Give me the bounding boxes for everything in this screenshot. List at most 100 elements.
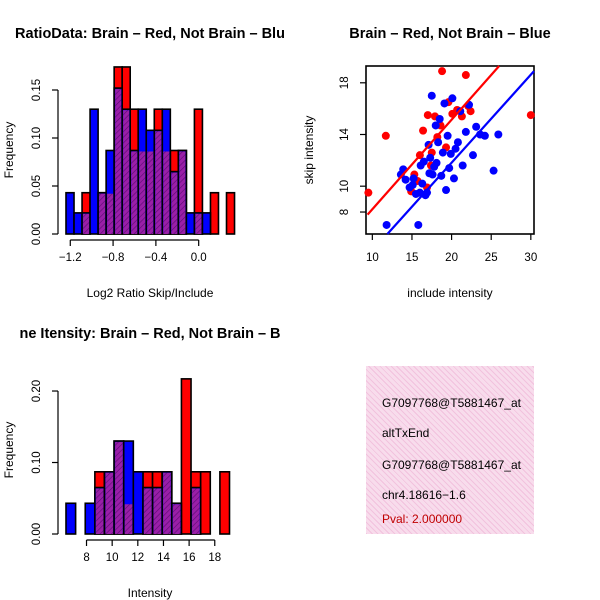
- ratio-histogram-title: RatioData: Brain – Red, Not Brain – Blu: [15, 26, 285, 42]
- brain-bar: [225, 191, 236, 235]
- intensity-histogram-bars: [65, 378, 231, 535]
- not-brain-bar: [89, 108, 99, 235]
- info-probe-id: G7097768@T5881467_at: [382, 396, 521, 410]
- x-tick-label: 10: [366, 252, 379, 264]
- scatter-ylabel: skip intensity: [302, 116, 316, 185]
- brain-point: [438, 67, 447, 76]
- brain-fit-line: [366, 65, 500, 216]
- overlap-bar: [163, 151, 170, 234]
- overlap-bar: [143, 488, 152, 534]
- info-event-type: altTxEnd: [382, 426, 430, 440]
- y-tick-label: 0.00: [31, 223, 43, 245]
- info-probe-id-2: G7097768@T5881467_at: [382, 458, 521, 472]
- x-tick-label: 25: [485, 252, 498, 264]
- not-brain-point: [468, 151, 477, 160]
- brain-point: [466, 107, 475, 116]
- intensity-histogram-xlabel: Intensity: [128, 586, 173, 600]
- overlap-bar: [172, 504, 181, 534]
- overlap-bar: [83, 213, 90, 234]
- x-tick-label: 20: [445, 252, 458, 264]
- x-tick-label: 15: [406, 252, 419, 264]
- overlap-bar: [105, 472, 114, 534]
- scatter-axes: 10 15 20 25 30 8 10 14 18: [339, 76, 537, 264]
- overlap-bar: [123, 110, 130, 234]
- y-tick-label: 0.10: [31, 127, 43, 149]
- not-brain-point: [409, 174, 418, 183]
- brain-point: [423, 111, 432, 120]
- overlap-bar: [131, 151, 138, 234]
- overlap-bar: [95, 488, 104, 534]
- overlap-bar: [179, 151, 186, 234]
- intensity-histogram-panel: ne Itensity: Brain – Red, Not Brain – B …: [2, 326, 281, 600]
- not-brain-point: [432, 158, 441, 167]
- x-tick-label: 14: [157, 552, 170, 564]
- not-brain-point: [435, 114, 444, 123]
- not-brain-point: [438, 148, 447, 157]
- not-brain-point: [489, 166, 498, 175]
- brain-point: [526, 111, 535, 120]
- info-box: G7097768@T5881467_at altTxEnd G7097768@T…: [366, 366, 534, 534]
- x-tick-label: 18: [208, 552, 221, 564]
- x-tick-label: 10: [106, 552, 119, 564]
- not-brain-point: [443, 131, 452, 140]
- not-brain-point: [382, 220, 391, 229]
- overlap-bar: [195, 213, 202, 234]
- overlap-bar: [99, 193, 106, 234]
- x-tick-label: −0.4: [145, 252, 168, 264]
- not-brain-point: [453, 138, 462, 147]
- y-tick-label: 0.15: [31, 79, 43, 101]
- not-brain-point: [408, 180, 417, 189]
- not-brain-point: [451, 144, 460, 153]
- ratio-histogram-panel: RatioData: Brain – Red, Not Brain – Blu …: [2, 26, 285, 300]
- scatter-xlabel: include intensity: [407, 286, 492, 300]
- brain-bar: [219, 471, 231, 535]
- not-brain-bar: [132, 471, 144, 535]
- not-brain-point: [425, 169, 434, 178]
- intensity-histogram-title: ne Itensity: Brain – Red, Not Brain – B: [19, 326, 280, 342]
- brain-point: [364, 188, 373, 197]
- ratio-histogram-xlabel: Log2 Ratio Skip/Include: [87, 286, 214, 300]
- y-tick-label: 0.05: [31, 175, 43, 197]
- brain-bar: [180, 378, 192, 535]
- y-tick-label: 0.20: [31, 380, 43, 402]
- y-tick-label: 0.00: [31, 523, 43, 545]
- scatter-title: Brain – Red, Not Brain – Blue: [349, 26, 550, 42]
- x-tick-label: 12: [131, 552, 144, 564]
- overlap-bar: [107, 193, 114, 234]
- brain-point: [419, 126, 428, 135]
- not-brain-bar: [185, 212, 196, 235]
- not-brain-point: [401, 175, 410, 184]
- not-brain-point: [431, 121, 440, 130]
- info-location: chr4.18616−1.6: [382, 488, 466, 502]
- x-tick-label: 30: [524, 252, 537, 264]
- y-tick-label: 8: [339, 209, 351, 215]
- not-brain-point: [480, 131, 489, 140]
- x-tick-label: 16: [183, 552, 196, 564]
- not-brain-point: [434, 138, 443, 147]
- not-brain-point: [494, 130, 503, 139]
- not-brain-bar: [201, 212, 212, 235]
- y-tick-label: 18: [339, 76, 351, 89]
- brain-point: [461, 71, 470, 80]
- not-brain-point: [414, 220, 423, 229]
- not-brain-point: [418, 179, 427, 188]
- info-pval: Pval: 2.000000: [382, 512, 463, 526]
- overlap-bar: [155, 131, 162, 234]
- not-brain-bar: [65, 502, 77, 535]
- scatter-points: [364, 65, 535, 235]
- overlap-bar: [115, 442, 123, 534]
- ratio-histogram-bars: [65, 66, 236, 235]
- brain-bar: [199, 471, 212, 535]
- brain-bar: [209, 191, 220, 235]
- intensity-histogram-ylabel: Frequency: [2, 422, 16, 479]
- not-brain-point: [440, 99, 449, 108]
- not-brain-point: [472, 122, 481, 131]
- not-brain-point: [449, 174, 458, 183]
- not-brain-bar: [65, 191, 75, 235]
- not-brain-fit-line: [386, 70, 535, 235]
- not-brain-point: [442, 186, 451, 195]
- not-brain-point: [448, 94, 457, 103]
- not-brain-point: [446, 149, 455, 158]
- x-tick-label: 0.0: [191, 252, 207, 264]
